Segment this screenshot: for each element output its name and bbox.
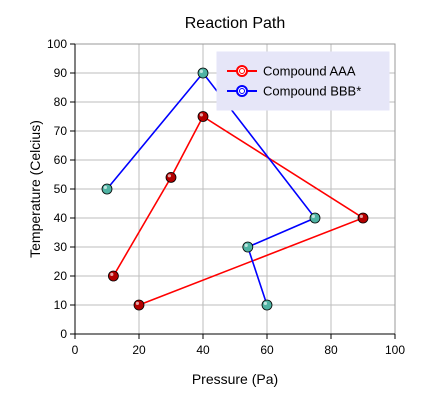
series-1-point — [357, 212, 369, 224]
y-tick-label: 10 — [54, 298, 68, 312]
series-2-point — [101, 183, 113, 195]
legend-marker-inner — [239, 88, 245, 94]
legend-item-2: Compound BBB* — [227, 84, 361, 99]
series-1-point-fill — [108, 270, 119, 282]
legend-box — [216, 51, 390, 111]
series-2-point-fill — [101, 183, 113, 195]
series-2-point-highlight — [199, 69, 203, 73]
series-2-point — [242, 241, 254, 253]
legend-label: Compound BBB* — [263, 84, 361, 99]
series-2-point-fill — [242, 241, 254, 253]
y-tick-label: 40 — [54, 211, 68, 225]
legend-label: Compound AAA — [263, 64, 356, 79]
series-1-point-fill — [357, 212, 369, 224]
series-2-point — [261, 299, 273, 311]
series-1-point — [197, 111, 209, 122]
series-1-point-highlight — [199, 113, 203, 117]
x-tick-label: 80 — [324, 343, 338, 357]
series-1-point-highlight — [167, 174, 171, 178]
y-tick-label: 90 — [54, 66, 68, 80]
x-tick-label: 20 — [132, 343, 146, 357]
legend-marker-ring — [236, 85, 248, 97]
x-tick-label: 60 — [260, 343, 274, 357]
series-2-point — [309, 212, 321, 224]
series-1-point — [165, 171, 177, 183]
x-tick-label: 100 — [385, 343, 405, 357]
legend-marker-ring — [236, 65, 248, 77]
y-tick-label: 0 — [60, 327, 67, 341]
x-tick-label: 40 — [196, 343, 210, 357]
series-1-point-highlight — [135, 301, 139, 305]
series-1-point-fill — [197, 111, 209, 122]
legend: Compound AAA Compound BBB* — [216, 51, 390, 111]
x-tick-label: 0 — [72, 343, 79, 357]
series-1 — [108, 111, 369, 311]
series-1-point-highlight — [110, 272, 114, 276]
series-1-point-fill — [133, 299, 145, 311]
legend-marker — [236, 85, 248, 97]
chart-title: Reaction Path — [185, 15, 286, 32]
series-2-point-fill — [261, 299, 273, 311]
y-tick-label: 20 — [54, 269, 68, 283]
series-1-point — [108, 270, 119, 282]
x-axis-title: Pressure (Pa) — [192, 371, 278, 387]
y-tick-label: 30 — [54, 240, 68, 254]
y-tick-label: 60 — [54, 153, 68, 167]
legend-item-1: Compound AAA — [227, 64, 356, 79]
y-axis-title: Temperature (Celcius) — [27, 120, 43, 258]
series-1-point-fill — [165, 171, 177, 183]
series-2-point-highlight — [103, 185, 107, 189]
y-tick-label: 50 — [54, 182, 68, 196]
y-tick-label: 80 — [54, 95, 68, 109]
y-tick-label: 100 — [47, 37, 67, 51]
series-2-point-highlight — [244, 243, 248, 247]
legend-marker — [236, 65, 248, 77]
plot-area — [101, 67, 369, 311]
series-2 — [101, 67, 321, 311]
series-1-point-highlight — [359, 214, 363, 218]
legend-marker-inner — [239, 68, 245, 74]
series-2-point-highlight — [263, 301, 267, 305]
series-2-point — [197, 67, 209, 79]
axes: 0 20 40 60 80 100 0 10 20 30 40 50 60 70 80 90 100 — [47, 37, 405, 357]
y-tick-label: 70 — [54, 124, 68, 138]
series-1-point — [133, 299, 145, 311]
series-2-point-fill — [197, 67, 209, 79]
series-2-point-highlight — [311, 214, 315, 218]
series-2-point-fill — [309, 212, 321, 224]
